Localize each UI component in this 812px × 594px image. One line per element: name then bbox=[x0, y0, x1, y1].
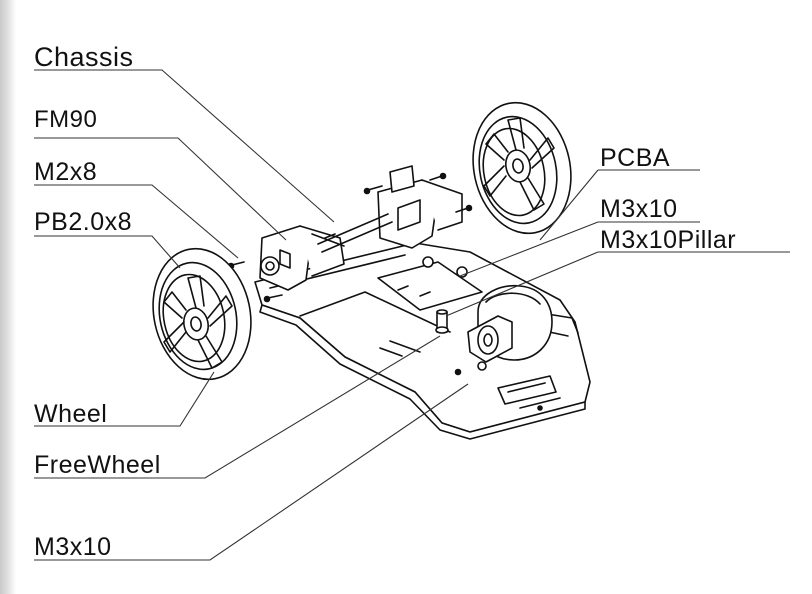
leader-m2x8 bbox=[34, 184, 239, 259]
axle-rod bbox=[317, 213, 389, 245]
label-pb20x8: PB2.0x8 bbox=[34, 208, 133, 236]
pillar bbox=[435, 309, 449, 334]
leader-m3x10-bottom bbox=[34, 383, 469, 561]
leader-lines bbox=[34, 69, 790, 561]
label-pcba: PCBA bbox=[600, 144, 671, 172]
label-freewheel: FreeWheel bbox=[34, 451, 161, 479]
label-wheel: Wheel bbox=[34, 400, 108, 428]
servo-bracket-right bbox=[377, 165, 463, 249]
label-fm90: FM90 bbox=[34, 106, 98, 133]
scan-shadow-strip bbox=[0, 0, 16, 594]
label-chassis: Chassis bbox=[34, 42, 134, 72]
leader-fm90 bbox=[34, 137, 287, 241]
free-wheel bbox=[467, 285, 553, 371]
leader-pcba bbox=[539, 169, 700, 241]
leader-pb20x8 bbox=[34, 235, 181, 269]
label-m3x10-pillar: M3x10Pillar bbox=[600, 226, 737, 254]
leader-m3x10-pillar bbox=[445, 251, 790, 317]
label-m3x10-right: M3x10 bbox=[600, 195, 678, 223]
leader-wheel bbox=[34, 371, 215, 427]
wheel-left bbox=[152, 247, 252, 381]
label-m3x10-bottom: M3x10 bbox=[34, 533, 112, 561]
servo-bracket-left bbox=[259, 225, 345, 291]
wheel-right bbox=[472, 101, 572, 235]
leader-freewheel bbox=[34, 335, 441, 479]
leader-m3x10-right bbox=[459, 221, 700, 277]
label-m2x8: M2x8 bbox=[34, 158, 98, 186]
leader-chassis bbox=[34, 69, 335, 223]
